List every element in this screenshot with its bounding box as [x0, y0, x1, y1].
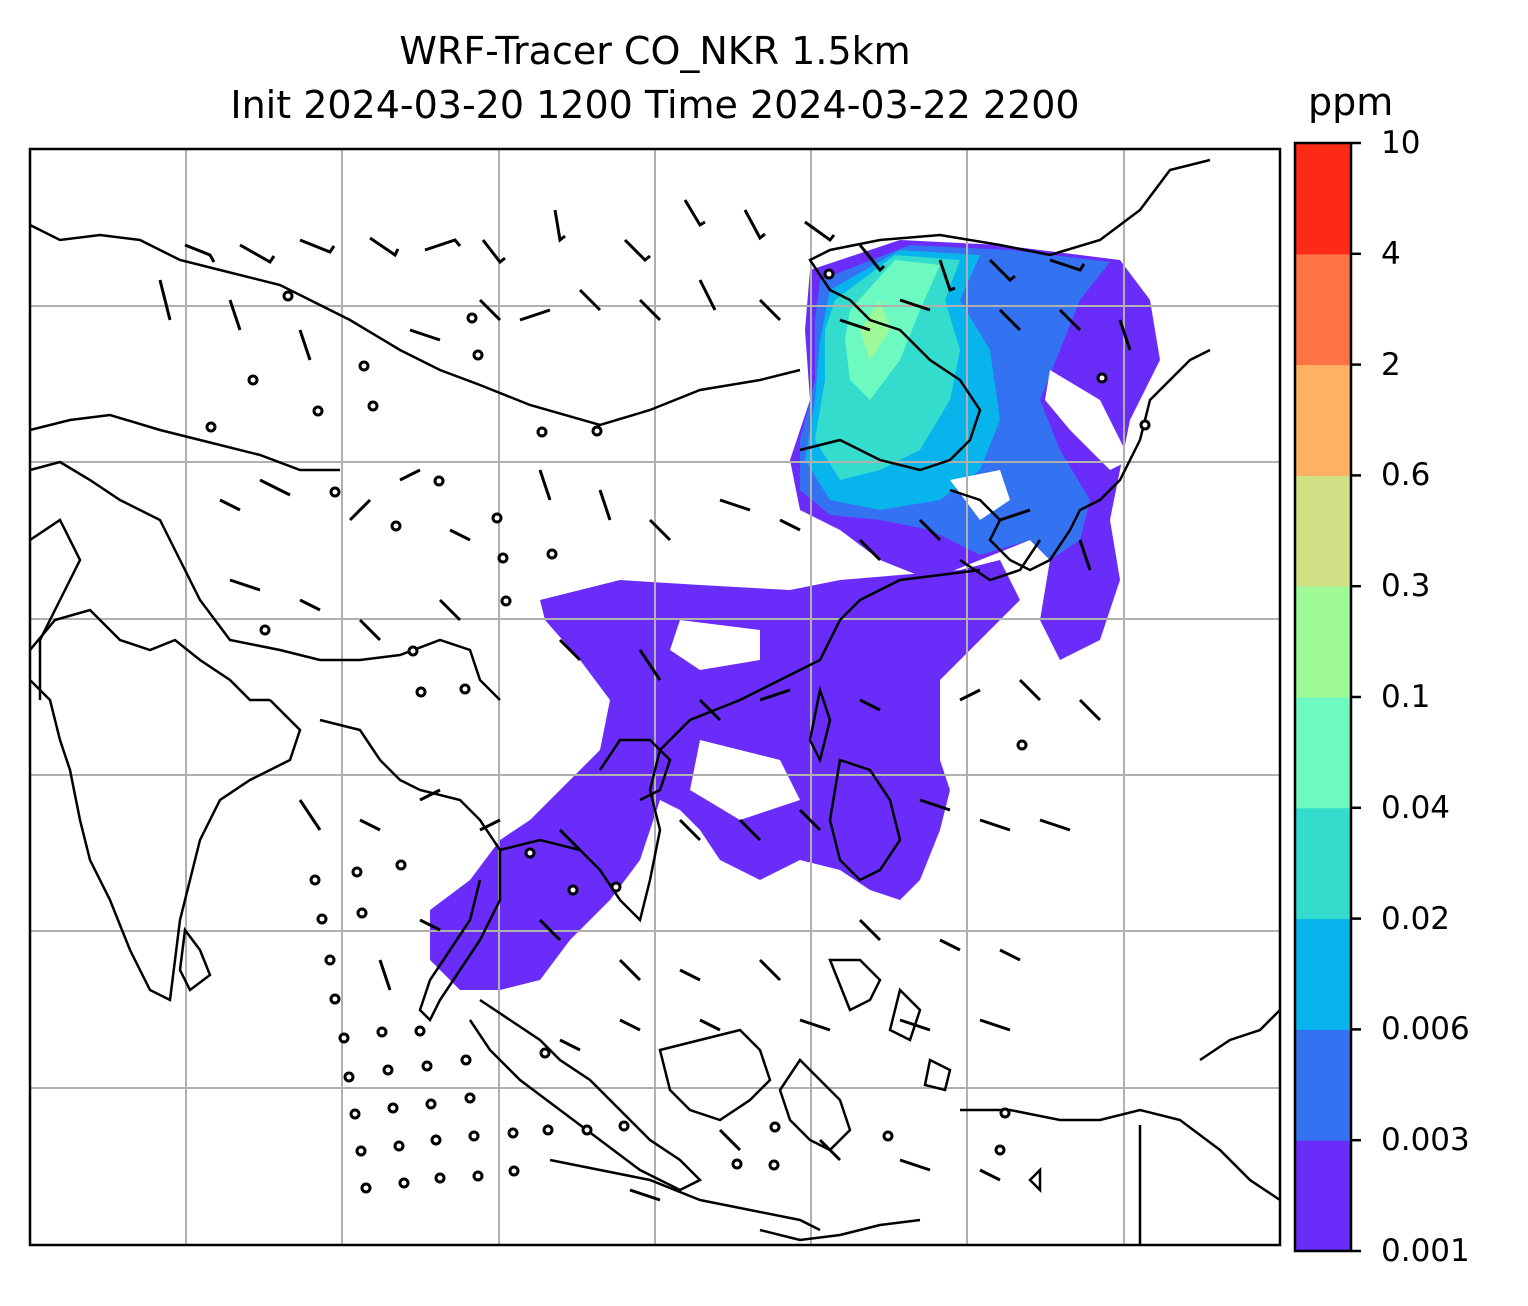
calm-markers — [205, 268, 1151, 1194]
colorbar-segment — [1295, 1140, 1351, 1252]
colorbar-segment — [1295, 1029, 1351, 1141]
tracer-field-north-green — [845, 260, 940, 400]
colorbar-segment — [1295, 364, 1351, 476]
colorbar-tick-label: 0.003 — [1381, 1122, 1470, 1159]
colorbar-tick-label: 0.006 — [1381, 1011, 1470, 1048]
colorbar-tick-label: 10 — [1381, 125, 1421, 161]
colorbar-segment — [1295, 697, 1351, 809]
tracer-gap-korea — [950, 470, 1010, 520]
map-title-line2: Init 2024-03-20 1200 Time 2024-03-22 220… — [230, 83, 1080, 127]
map-title-line1: WRF-Tracer CO_NKR 1.5km — [399, 29, 911, 73]
colorbar-segment — [1295, 586, 1351, 698]
colorbar-tick-label: 0.001 — [1381, 1233, 1470, 1269]
colorbar-segment — [1295, 253, 1351, 366]
tracer-gap-north — [1045, 370, 1130, 470]
colorbar-tick-label: 0.02 — [1381, 900, 1451, 937]
colorbar-tick-label: 0.6 — [1381, 457, 1431, 494]
colorbar-tick-label: 4 — [1381, 235, 1401, 272]
colorbar-frame — [1293, 141, 1353, 1253]
colorbar-tick-label: 0.3 — [1381, 568, 1431, 605]
colorbar-segment — [1295, 475, 1351, 587]
tracer-gap-2 — [690, 740, 800, 820]
colorbar-segment — [1295, 807, 1351, 920]
colorbar-segment — [1295, 143, 1351, 255]
colorbar-segment — [1295, 918, 1351, 1030]
tracer-field-north-lightgreen — [860, 300, 890, 360]
colorbar-tick-label: 0.04 — [1381, 789, 1451, 826]
wind-barbs — [158, 199, 1132, 1202]
map-frame — [28, 147, 1282, 1247]
colorbar-unit: ppm — [1308, 80, 1394, 124]
coastlines — [30, 158, 1280, 1245]
tracer-field-main — [430, 240, 1160, 990]
colorbar — [1295, 141, 1361, 1253]
tracer-gap-1 — [670, 620, 760, 670]
map-area — [30, 149, 1280, 1245]
colorbar-tick-label: 0.1 — [1381, 679, 1431, 715]
colorbar-tick-label: 2 — [1381, 346, 1401, 383]
